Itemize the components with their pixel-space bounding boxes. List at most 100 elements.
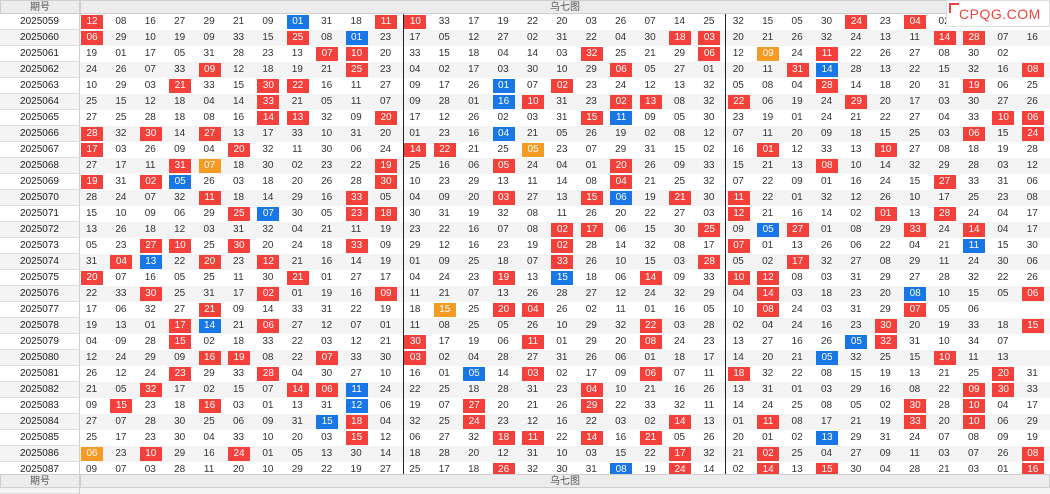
highlighted-number-cell: 15	[1021, 318, 1044, 334]
highlighted-number-cell: 01	[286, 14, 309, 30]
number-badge: 13	[139, 255, 162, 269]
number-cell: 30	[1026, 240, 1038, 251]
number-cell: 26	[791, 32, 803, 43]
number-cell: 32	[703, 96, 715, 107]
number-cell: 29	[673, 48, 686, 59]
highlighted-number-cell: 20	[80, 270, 103, 286]
number-cell: 21	[732, 448, 744, 459]
number-cell: 19	[379, 304, 392, 315]
number-badge: 12	[727, 207, 750, 221]
period-cell: 2025080	[0, 350, 80, 366]
number-cell: 05	[115, 384, 127, 395]
highlighted-number-cell: 05	[844, 334, 868, 350]
number-badge: 20	[492, 303, 515, 317]
period-cell: 2025082	[0, 382, 80, 398]
number-cell: 04	[409, 192, 421, 203]
highlighted-number-cell: 18	[492, 430, 515, 446]
number-cell: 20	[879, 288, 891, 299]
number-cell: 25	[791, 400, 803, 411]
number-cell: 09	[438, 256, 450, 267]
number-badge: 06	[963, 127, 985, 141]
number-cell: 11	[909, 448, 920, 459]
number-badge: 02	[257, 287, 280, 301]
number-cell: 10	[909, 192, 921, 203]
highlighted-number-cell: 07	[315, 46, 339, 62]
number-cell: 06	[497, 336, 509, 347]
number-cell: 01	[585, 160, 597, 171]
number-cell: 06	[615, 272, 627, 283]
number-cell: 32	[820, 192, 833, 203]
number-cell: 15	[438, 48, 450, 59]
number-cell: 13	[732, 336, 744, 347]
period-cell: 2025077	[0, 302, 80, 318]
number-badge: 14	[286, 383, 309, 397]
number-cell: 07	[350, 320, 362, 331]
number-cell: 16	[468, 240, 480, 251]
period-cell: 2025086	[0, 446, 80, 462]
number-badge: 17	[169, 319, 192, 333]
number-cell: 15	[997, 128, 1009, 139]
number-cell: 11	[968, 352, 979, 363]
number-cell: 22	[791, 368, 803, 379]
number-cell: 33	[967, 320, 980, 331]
number-cell: 06	[232, 416, 245, 427]
number-cell: 10	[115, 208, 127, 219]
number-cell: 09	[174, 352, 186, 363]
number-badge: 17	[669, 447, 691, 461]
number-cell: 26	[144, 144, 156, 155]
number-cell: 30	[703, 192, 715, 203]
highlighted-number-cell: 06	[256, 318, 280, 334]
number-cell: 11	[350, 224, 362, 235]
number-cell: 25	[1026, 80, 1038, 91]
number-cell: 16	[468, 128, 480, 139]
highlighted-number-cell: 33	[345, 238, 368, 254]
number-cell: 24	[791, 304, 803, 315]
number-cell: 12	[644, 80, 656, 91]
number-badge: 17	[580, 223, 603, 237]
number-cell: 28	[967, 160, 980, 171]
number-cell: 13	[321, 448, 333, 459]
number-badge: 11	[375, 15, 397, 29]
number-cell: 18	[174, 96, 186, 107]
number-cell: 26	[1026, 96, 1038, 107]
number-badge: 18	[375, 207, 397, 221]
number-badge: 15	[316, 415, 339, 429]
site-logo[interactable]: CPQG.COM	[946, 0, 1050, 27]
number-cell: 17	[438, 464, 450, 475]
number-cell: 25	[468, 256, 480, 267]
number-cell: 21	[291, 96, 303, 107]
number-cell: 08	[526, 224, 539, 235]
number-cell: 24	[938, 224, 950, 235]
highlighted-number-cell: 11	[727, 190, 750, 206]
number-cell: 23	[997, 192, 1009, 203]
number-badge: 33	[257, 95, 280, 109]
number-cell: 32	[967, 272, 980, 283]
number-badge: 08	[1021, 63, 1044, 77]
number-cell: 24	[644, 288, 656, 299]
highlighted-number-cell: 03	[697, 30, 721, 46]
number-cell: 24	[967, 208, 980, 219]
number-cell: 13	[291, 400, 303, 411]
number-cell: 31	[291, 416, 303, 427]
number-cell: 11	[703, 368, 715, 379]
highlighted-number-cell: 08	[903, 286, 927, 302]
number-badge: 21	[198, 303, 221, 317]
highlighted-number-cell: 14	[756, 286, 780, 302]
number-cell: 29	[203, 368, 215, 379]
number-cell: 01	[762, 240, 774, 251]
number-cell: 16	[144, 16, 156, 27]
number-badge: 06	[1021, 287, 1044, 301]
number-cell: 29	[879, 272, 891, 283]
number-cell: 17	[909, 96, 921, 107]
number-cell: 19	[497, 16, 509, 27]
number-badge: 29	[845, 95, 868, 109]
highlighted-number-cell: 13	[639, 94, 662, 110]
highlighted-number-cell: 21	[168, 78, 192, 94]
number-cell: 24	[850, 32, 862, 43]
number-badge: 24	[228, 447, 250, 461]
highlighted-number-cell: 05	[492, 158, 515, 174]
number-cell: 31	[526, 384, 539, 395]
highlighted-number-cell: 10	[991, 110, 1015, 126]
number-cell: 21	[938, 240, 950, 251]
number-cell: 13	[85, 224, 98, 235]
